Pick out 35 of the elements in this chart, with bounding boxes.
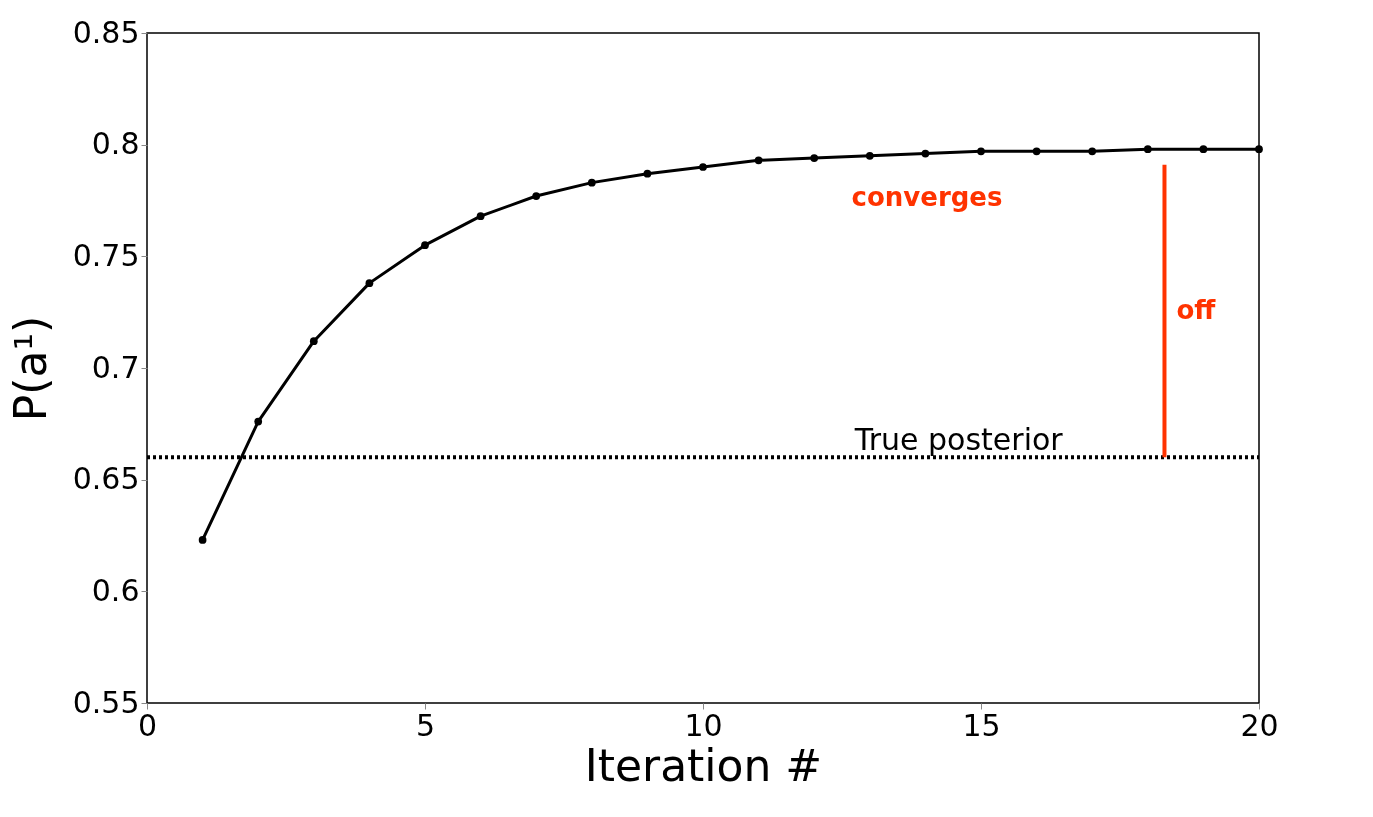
point bbox=[532, 192, 541, 200]
x-tick-label: 5 bbox=[415, 707, 436, 743]
point bbox=[977, 147, 985, 156]
point bbox=[1088, 147, 1097, 156]
x-tick-label: 0 bbox=[137, 707, 158, 743]
point bbox=[1255, 145, 1263, 153]
point bbox=[198, 536, 207, 544]
point bbox=[421, 241, 429, 250]
annotation: converges bbox=[851, 182, 1003, 212]
y-tick-label: 0.8 bbox=[91, 126, 140, 162]
point bbox=[810, 154, 819, 162]
point bbox=[365, 279, 374, 287]
point bbox=[699, 163, 707, 171]
ref-line-label: off bbox=[1176, 295, 1217, 326]
point bbox=[643, 169, 652, 178]
point bbox=[865, 151, 874, 160]
point bbox=[476, 212, 485, 220]
ref-line-label: True posterior bbox=[853, 422, 1064, 458]
y-tick-label: 0.55 bbox=[72, 684, 140, 720]
y-tick-label: 0.6 bbox=[91, 572, 140, 608]
y-tick-label: 0.7 bbox=[91, 349, 140, 385]
point bbox=[309, 337, 318, 346]
point bbox=[1199, 145, 1208, 153]
point bbox=[254, 417, 263, 426]
point bbox=[1143, 145, 1152, 153]
x-tick-label: 20 bbox=[1240, 707, 1279, 743]
point bbox=[921, 149, 930, 158]
y-tick-label: 0.75 bbox=[72, 237, 140, 273]
point bbox=[1032, 147, 1041, 156]
x-tick-label: 15 bbox=[962, 707, 1001, 743]
y-tick-label: 0.65 bbox=[72, 461, 140, 497]
point bbox=[754, 156, 763, 165]
y-axis-title: P(a¹) bbox=[4, 315, 56, 422]
y-tick-label: 0.85 bbox=[72, 14, 140, 50]
point bbox=[587, 178, 596, 187]
